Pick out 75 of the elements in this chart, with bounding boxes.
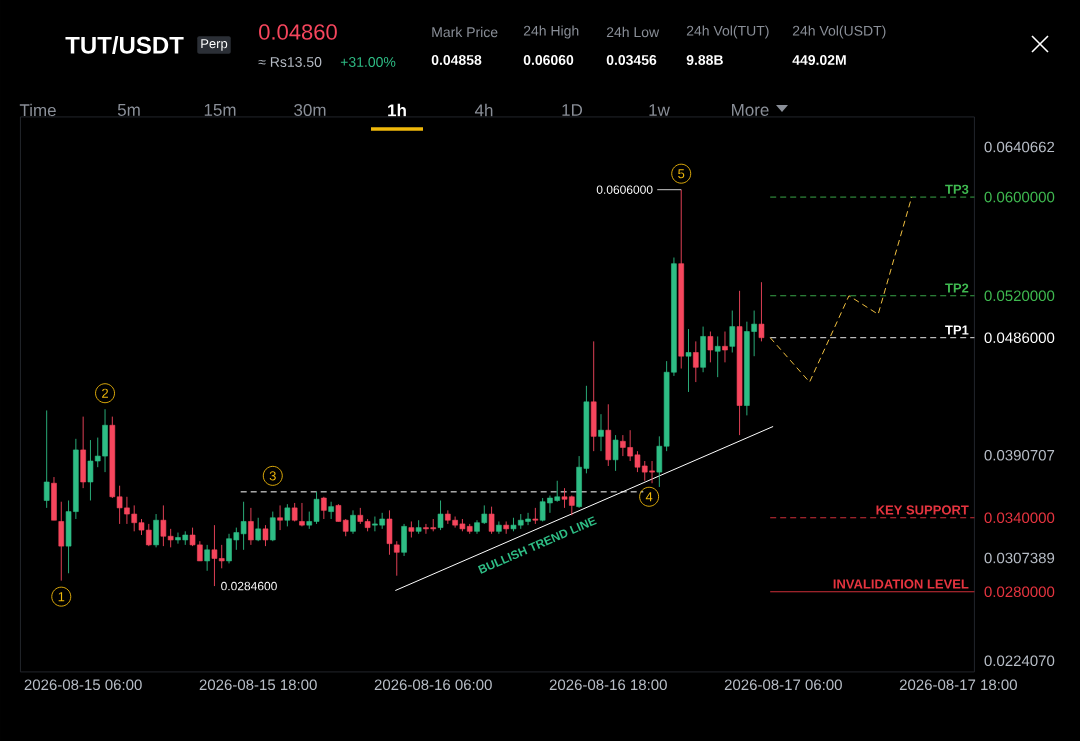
y-tick-label: 0.0640662 [984, 141, 1055, 153]
y-tick-label: 0.0224070 [984, 655, 1055, 667]
candlestick [612, 434, 619, 472]
candlestick [43, 410, 50, 509]
candlestick [488, 506, 495, 535]
candlestick [277, 504, 283, 531]
text: 30m [294, 103, 326, 117]
x-tick-label: 2026-08-15 18:00 [199, 679, 317, 691]
candlestick [729, 310, 736, 353]
text: ≈ Rs13.50 [258, 57, 322, 67]
text: 24h High [523, 25, 579, 39]
text: 5m [117, 104, 140, 116]
ref-line-label: TP2 [945, 283, 969, 293]
candlestick [328, 501, 334, 520]
candlestick [262, 524, 269, 547]
y-tick-label: 0.0340000 [984, 512, 1055, 524]
candlestick [350, 509, 356, 535]
candlestick [532, 507, 539, 525]
x-tick-label: 2026-08-15 06:00 [24, 679, 142, 691]
text: 0.04860 [259, 24, 337, 40]
annotation: 0.0284600 [221, 581, 277, 591]
y-tick-label: 0.0307389 [984, 552, 1055, 564]
chart-title: TUT/USDT [65, 36, 184, 54]
y-tick-label: 0.0520000 [984, 290, 1055, 302]
text: More [732, 104, 769, 116]
text: 1D [562, 104, 583, 116]
candlestick [284, 503, 291, 527]
text: 0.03456 [606, 55, 657, 65]
text: 0.06060 [523, 55, 574, 65]
candlestick [758, 281, 765, 342]
candlestick [437, 500, 444, 531]
text: Perp [201, 39, 228, 51]
text: 449.02M [792, 55, 846, 65]
text: Mark Price [432, 26, 498, 38]
text: Time [19, 103, 56, 117]
text: 1w [649, 104, 670, 116]
annotation: 0.0606000 [596, 185, 653, 194]
text: 4h [474, 103, 493, 117]
x-tick-label: 2026-08-17 06:00 [724, 679, 842, 691]
annotation: 3 [269, 471, 276, 481]
y-tick-label: 0.0280000 [984, 586, 1055, 598]
text: +31.00% [340, 57, 396, 67]
x-tick-label: 2026-08-17 18:00 [899, 679, 1017, 691]
candlestick [685, 328, 692, 393]
candlestick [598, 413, 604, 452]
y-tick-label: 0.0486000 [984, 332, 1055, 343]
ref-line-label: TP1 [945, 325, 969, 335]
x-tick-label: 2026-08-16 18:00 [549, 679, 667, 691]
text: 24h Vol(TUT) [686, 25, 769, 39]
candlestick [722, 331, 728, 363]
candlestick [714, 336, 721, 378]
annotation: 5 [678, 169, 685, 179]
ref-line-label: TP3 [945, 184, 969, 194]
y-tick-label: 0.0600000 [984, 191, 1055, 203]
candlestick [693, 340, 699, 383]
ref-line-label: INVALIDATION LEVEL [833, 579, 969, 589]
annotation: 1 [58, 592, 65, 602]
text: 1h [388, 103, 406, 117]
line-series [769, 196, 913, 383]
annotation: 2 [102, 388, 108, 398]
text: 15m [204, 104, 236, 116]
candlestick [496, 521, 502, 535]
text: 24h Vol(USDT) [792, 25, 886, 39]
candlestick [248, 507, 254, 546]
candlestick [707, 331, 714, 363]
text: 9.88B [686, 55, 723, 65]
candlestick [393, 540, 400, 577]
ref-line-label: KEY SUPPORT [876, 505, 969, 515]
candlestick [270, 511, 276, 542]
candlestick [204, 544, 210, 572]
annotation: 4 [645, 492, 653, 502]
text: 24h Low [606, 26, 660, 38]
x-tick-label: 2026-08-16 06:00 [374, 679, 492, 691]
y-tick-label: 0.0390707 [984, 449, 1055, 461]
text: 0.04858 [431, 55, 482, 65]
